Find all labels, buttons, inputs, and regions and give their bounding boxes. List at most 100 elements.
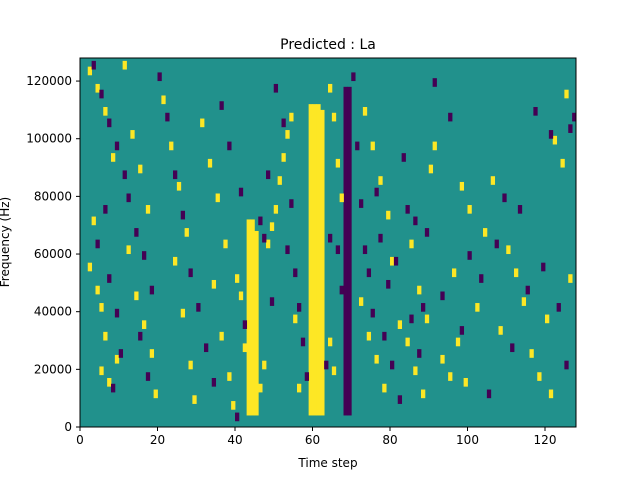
heatmap-cell-high	[417, 285, 422, 295]
heatmap-cell-high	[521, 297, 527, 306]
heatmap-cell-low	[281, 118, 286, 128]
heatmap-cell-high	[552, 135, 558, 145]
heatmap-cell-high	[87, 66, 93, 76]
heatmap-cell-low	[390, 360, 395, 370]
heatmap-cell-high	[192, 395, 197, 404]
heatmap-cell-low	[328, 233, 333, 243]
heatmap-cell-low	[556, 303, 561, 312]
heatmap-cell-low	[149, 285, 155, 295]
heatmap-cell-low	[494, 239, 499, 249]
heatmap-cell-high	[262, 360, 267, 370]
heatmap-cell-high	[99, 303, 104, 312]
heatmap-cell-low	[145, 372, 151, 381]
y-tick-label: 80000	[34, 189, 72, 203]
heatmap-cell-low	[114, 141, 120, 151]
heatmap-cell-low	[107, 274, 112, 283]
heatmap-cell-low	[114, 308, 120, 318]
heatmap-cell-low	[180, 210, 186, 220]
heatmap-cell-low	[238, 187, 244, 197]
heatmap-cell-high	[459, 181, 465, 191]
heatmap-cell-high	[331, 366, 337, 376]
x-tick-label: 60	[305, 433, 320, 447]
heatmap-cell-low	[351, 72, 356, 82]
heatmap-cell-low	[262, 233, 267, 243]
heatmap-cell-low	[440, 291, 445, 301]
heatmap-cell-low	[421, 303, 426, 312]
heatmap-cell-low	[118, 349, 124, 358]
heatmap-cell-high	[506, 245, 511, 255]
heatmap-cell-high	[122, 60, 127, 70]
heatmap-cell-high	[328, 337, 333, 347]
heatmap-cell-low	[103, 205, 108, 214]
heatmap-cell-high	[258, 383, 263, 393]
heatmap-cell-low	[273, 83, 279, 93]
heatmap-cell-high	[215, 193, 220, 203]
heatmap-cell-high	[161, 95, 166, 105]
heatmap-cell-high	[219, 331, 224, 341]
heatmap-cell-high	[560, 158, 565, 168]
heatmap-cell-high	[424, 314, 430, 324]
heatmap-cell-low	[417, 349, 422, 358]
heatmap-cell-high	[246, 219, 251, 416]
heatmap-cell-high	[339, 193, 344, 203]
heatmap-cell-low	[126, 193, 131, 203]
heatmap-cell-high	[316, 104, 321, 416]
heatmap-cell-low	[479, 274, 484, 283]
heatmap-cell-low	[142, 251, 147, 260]
heatmap-cell-low	[355, 141, 360, 151]
heatmap-cell-high	[153, 389, 158, 399]
heatmap-cell-low	[564, 360, 569, 370]
x-axis: 0 20 40 60 80 100 120	[76, 427, 556, 447]
heatmap-cell-high	[432, 141, 437, 151]
heatmap-cell-high	[455, 337, 461, 347]
heatmap-cell-high	[378, 176, 383, 185]
heatmap-cell-high	[235, 274, 240, 283]
heatmap-cell-high	[277, 176, 282, 185]
heatmap-cell-high	[308, 104, 313, 416]
heatmap-cell-low	[397, 395, 403, 404]
y-tick-label: 20000	[34, 362, 72, 376]
y-axis-label: Frequency (Hz)	[0, 197, 12, 288]
heatmap-cell-low	[300, 337, 306, 347]
heatmap-cell-high	[95, 83, 100, 93]
heatmap-cell-low	[235, 412, 240, 422]
heatmap-cell-high	[169, 141, 174, 151]
heatmap-cell-low	[99, 89, 104, 99]
heatmap-cell-low	[339, 285, 344, 295]
x-tick-label: 20	[150, 433, 165, 447]
heatmap-cell-low	[362, 245, 368, 255]
heatmap-cell-high	[440, 354, 445, 364]
heatmap-cell-low	[293, 268, 298, 278]
heatmap-cell-high	[359, 297, 364, 306]
heatmap-cell-high	[467, 205, 472, 214]
heatmap-cell-low	[227, 141, 232, 151]
heatmap-cell-high	[231, 401, 236, 410]
plot-frame	[79, 57, 577, 428]
heatmap-cell-high	[312, 104, 317, 416]
heatmap-cell-low	[95, 239, 100, 249]
heatmap-cell-low	[405, 205, 410, 214]
x-tick-label: 100	[456, 433, 479, 447]
heatmap-cell-low	[157, 72, 162, 82]
heatmap-cell-low	[467, 251, 472, 260]
heatmap-cell-low	[111, 383, 116, 393]
heatmap-cell-high	[184, 228, 189, 237]
heatmap-cell-low	[266, 170, 271, 180]
heatmap-cell-high	[134, 291, 139, 301]
heatmap-cell-high	[335, 158, 341, 168]
heatmap-cells	[80, 58, 577, 427]
heatmap-cell-low	[304, 372, 310, 381]
heatmap-cell-low	[533, 107, 538, 116]
heatmap-cell-high	[409, 239, 414, 249]
heatmap-cell-low	[165, 112, 170, 122]
y-tick-label: 60000	[34, 247, 72, 261]
heatmap-cell-high	[448, 372, 453, 381]
heatmap-cell-low	[572, 112, 577, 122]
heatmap-cell-high	[87, 262, 93, 272]
heatmap-cell-high	[514, 268, 519, 278]
heatmap-cell-low	[486, 389, 492, 399]
heatmap-cell-high	[111, 153, 116, 162]
heatmap-cell-high	[498, 326, 503, 335]
heatmap-cell-high	[568, 274, 573, 283]
